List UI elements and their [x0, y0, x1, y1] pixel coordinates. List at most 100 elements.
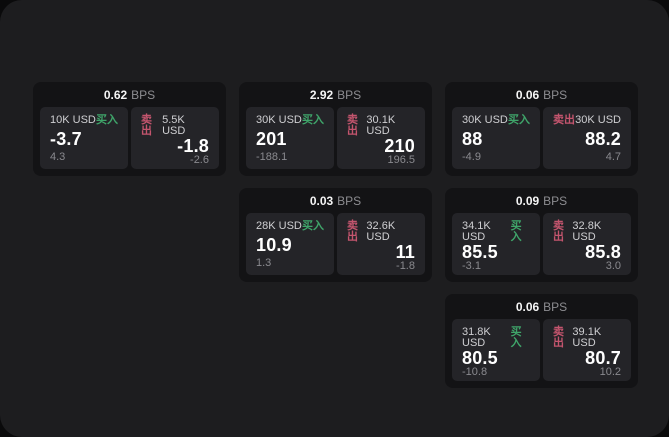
- sell-delta: 196.5: [387, 154, 415, 166]
- buy-amount: 31.8K USD: [462, 326, 491, 349]
- sell-panel-top: 卖出 30K USD: [553, 115, 621, 126]
- buy-panel[interactable]: 34.1K USD 买入 85.5 -3.1: [452, 213, 540, 275]
- sell-amount: 39.1K USD: [572, 326, 602, 349]
- buy-price: 201: [256, 129, 287, 149]
- sell-delta: -1.8: [396, 260, 415, 272]
- buy-panel[interactable]: 31.8K USD 买入 80.5 -10.8: [452, 319, 540, 381]
- buy-amount: 10K USD: [50, 114, 96, 126]
- card-header: 0.03 BPS: [239, 188, 432, 213]
- sell-amount: 32.6K USD: [366, 220, 396, 243]
- buy-amount: 34.1K USD: [462, 220, 491, 243]
- buy-price: 80.5: [462, 348, 498, 368]
- buy-badge: 买入: [302, 220, 324, 232]
- quote-panels: 28K USD 买入 10.9 1.3 卖出 32.6K USD 11 -1.8: [246, 213, 425, 275]
- sell-panel-top: 卖出 5.5K USD: [141, 115, 209, 137]
- sell-delta: 10.2: [599, 366, 621, 378]
- buy-panel-top: 30K USD 买入: [462, 115, 530, 126]
- sell-badge: 卖出: [553, 326, 564, 349]
- buy-panel-top: 10K USD 买入: [50, 115, 118, 126]
- quote-panels: 10K USD 买入 -3.7 4.3 卖出 5.5K USD -1.8 -2.…: [40, 107, 219, 169]
- sell-badge: 卖出: [347, 220, 358, 243]
- buy-price: -3.7: [50, 129, 82, 149]
- buy-price: 88: [462, 129, 483, 149]
- bps-unit-label: BPS: [543, 193, 568, 208]
- buy-delta: 4.3: [50, 151, 66, 163]
- card-header: 0.06 BPS: [445, 294, 638, 319]
- buy-badge: 买入: [302, 114, 324, 126]
- sell-panel[interactable]: 卖出 39.1K USD 80.7 10.2: [543, 319, 631, 381]
- quote-card[interactable]: 0.62 BPS 10K USD 买入 -3.7 4.3 卖出 5.5K USD…: [33, 82, 226, 176]
- buy-delta: -188.1: [256, 151, 288, 163]
- quote-panels: 30K USD 买入 88 -4.9 卖出 30K USD 88.2 4.7: [452, 107, 631, 169]
- quote-card[interactable]: 0.06 BPS 30K USD 买入 88 -4.9 卖出 30K USD 8…: [445, 82, 638, 176]
- buy-delta: -3.1: [462, 260, 481, 272]
- bps-unit-label: BPS: [337, 87, 362, 102]
- bps-value: 0.09: [515, 193, 540, 208]
- sell-price: 11: [395, 242, 415, 262]
- sell-price: 210: [384, 136, 415, 156]
- quote-card[interactable]: 2.92 BPS 30K USD 买入 201 -188.1 卖出 30.1K …: [239, 82, 432, 176]
- sell-delta: -2.6: [190, 154, 209, 166]
- sell-panel-top: 卖出 32.6K USD: [347, 221, 415, 243]
- bps-value: 0.62: [103, 87, 128, 102]
- sell-delta: 3.0: [605, 260, 621, 272]
- quote-card[interactable]: 0.06 BPS 31.8K USD 买入 80.5 -10.8 卖出 39.1…: [445, 294, 638, 388]
- quote-card[interactable]: 0.09 BPS 34.1K USD 买入 85.5 -3.1 卖出 32.8K…: [445, 188, 638, 282]
- quote-cards-grid: 0.62 BPS 10K USD 买入 -3.7 4.3 卖出 5.5K USD…: [33, 82, 638, 388]
- buy-panel-top: 28K USD 买入: [256, 221, 324, 232]
- buy-panel[interactable]: 30K USD 买入 201 -188.1: [246, 107, 334, 169]
- sell-price: 80.7: [585, 348, 621, 368]
- buy-badge: 买入: [510, 326, 522, 349]
- bps-unit-label: BPS: [543, 87, 568, 102]
- buy-panel-top: 30K USD 买入: [256, 115, 324, 126]
- sell-panel-top: 卖出 39.1K USD: [553, 327, 621, 349]
- sell-price: -1.8: [177, 136, 209, 156]
- sell-badge: 卖出: [347, 114, 358, 137]
- quote-panels: 34.1K USD 买入 85.5 -3.1 卖出 32.8K USD 85.8…: [452, 213, 631, 275]
- buy-delta: -4.9: [462, 151, 481, 163]
- buy-panel[interactable]: 28K USD 买入 10.9 1.3: [246, 213, 334, 275]
- sell-badge: 卖出: [141, 114, 152, 137]
- buy-badge: 买入: [96, 114, 118, 126]
- sell-badge: 卖出: [553, 220, 564, 243]
- buy-delta: 1.3: [256, 257, 272, 269]
- buy-amount: 28K USD: [256, 220, 302, 232]
- quote-panels: 30K USD 买入 201 -188.1 卖出 30.1K USD 210 1…: [246, 107, 425, 169]
- sell-panel[interactable]: 卖出 32.6K USD 11 -1.8: [337, 213, 425, 275]
- buy-badge: 买入: [510, 220, 522, 243]
- sell-panel[interactable]: 卖出 30.1K USD 210 196.5: [337, 107, 425, 169]
- sell-price: 88.2: [585, 129, 621, 149]
- buy-price: 10.9: [256, 235, 292, 255]
- sell-panel[interactable]: 卖出 5.5K USD -1.8 -2.6: [131, 107, 219, 169]
- sell-price: 85.8: [585, 242, 621, 262]
- bps-value: 0.06: [515, 87, 540, 102]
- sell-panel-top: 卖出 32.8K USD: [553, 221, 621, 243]
- buy-panel[interactable]: 30K USD 买入 88 -4.9: [452, 107, 540, 169]
- buy-amount: 30K USD: [462, 114, 508, 126]
- sell-panel-top: 卖出 30.1K USD: [347, 115, 415, 137]
- sell-amount: 30K USD: [575, 114, 621, 126]
- sell-panel[interactable]: 卖出 32.8K USD 85.8 3.0: [543, 213, 631, 275]
- bps-unit-label: BPS: [543, 299, 568, 314]
- bps-value: 0.06: [515, 299, 540, 314]
- bps-unit-label: BPS: [337, 193, 362, 208]
- bps-value: 0.03: [309, 193, 334, 208]
- buy-price: 85.5: [462, 242, 498, 262]
- buy-panel-top: 31.8K USD 买入: [462, 327, 530, 349]
- buy-panel[interactable]: 10K USD 买入 -3.7 4.3: [40, 107, 128, 169]
- card-header: 0.09 BPS: [445, 188, 638, 213]
- sell-amount: 32.8K USD: [572, 220, 602, 243]
- buy-badge: 买入: [508, 114, 530, 126]
- buy-panel-top: 34.1K USD 买入: [462, 221, 530, 243]
- sell-badge: 卖出: [553, 114, 575, 126]
- quote-card[interactable]: 0.03 BPS 28K USD 买入 10.9 1.3 卖出 32.6K US…: [239, 188, 432, 282]
- sell-panel[interactable]: 卖出 30K USD 88.2 4.7: [543, 107, 631, 169]
- bps-value: 2.92: [309, 87, 334, 102]
- sell-amount: 30.1K USD: [366, 114, 396, 137]
- card-header: 0.62 BPS: [33, 82, 226, 107]
- sell-amount: 5.5K USD: [162, 114, 186, 137]
- quote-panels: 31.8K USD 买入 80.5 -10.8 卖出 39.1K USD 80.…: [452, 319, 631, 381]
- sell-delta: 4.7: [605, 151, 621, 163]
- card-header: 2.92 BPS: [239, 82, 432, 107]
- buy-amount: 30K USD: [256, 114, 302, 126]
